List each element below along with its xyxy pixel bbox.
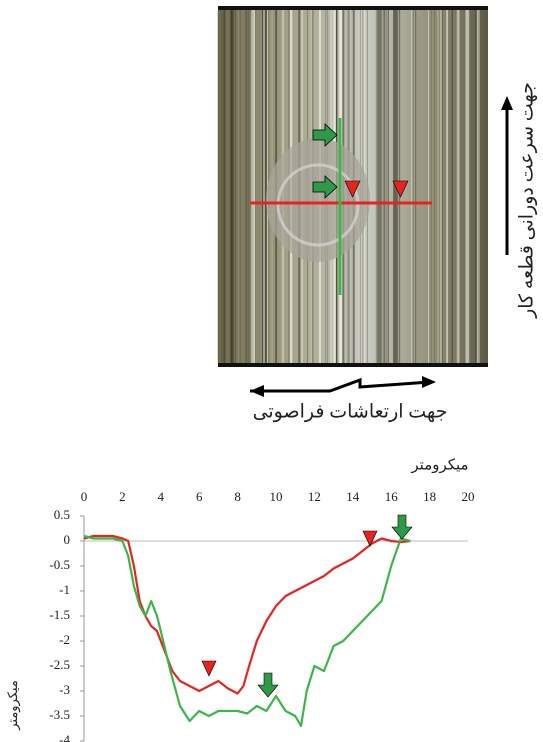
y-axis-label: میکرومتر xyxy=(5,680,21,731)
x-tick-label: 8 xyxy=(234,489,241,504)
edge xyxy=(218,363,488,367)
crater-rim xyxy=(276,163,360,247)
arrow-head xyxy=(501,96,513,110)
green-arrow xyxy=(257,672,279,698)
red-marker xyxy=(362,530,378,547)
x-tick-label: 14 xyxy=(346,489,360,504)
x-tick-label: 10 xyxy=(270,489,283,504)
red-marker xyxy=(392,180,409,198)
x-tick-label: 12 xyxy=(308,489,321,504)
vibration-arrow xyxy=(250,377,431,393)
red-marker xyxy=(201,660,217,677)
green-arrow xyxy=(312,175,338,199)
rotation-label: جهت سرعت دورانی قطعه کار xyxy=(516,82,537,319)
plot: 0 2 4 6 8 10 12 14 16 18 20 0.5 0 -0.5 -1 -1.5 -2 -2.5 -3 -… xyxy=(49,489,474,742)
red-marker xyxy=(344,180,361,198)
micrograph xyxy=(217,6,488,367)
x-tick-label: 2 xyxy=(119,489,126,504)
vibration-label: جهت ارتعاشات فراصوتی xyxy=(253,401,448,422)
y-tick-label: -2.5 xyxy=(49,657,70,672)
y-tick-label: -3.5 xyxy=(49,707,70,722)
y-tick-label: -0.5 xyxy=(49,557,70,572)
x-axis-label: میکرومتر xyxy=(410,457,468,473)
y-tick-label: -3 xyxy=(59,682,70,697)
series-line xyxy=(83,534,411,695)
y-tick-label: -4 xyxy=(59,732,70,742)
edge xyxy=(218,6,488,10)
x-tick-label: 16 xyxy=(385,489,399,504)
crater xyxy=(266,138,370,262)
y-tick-label: 0.5 xyxy=(54,507,70,522)
y-tick-label: -1 xyxy=(59,582,70,597)
y-tick-label: 0 xyxy=(64,532,71,547)
y-tick-label: -2 xyxy=(59,632,70,647)
green-arrow xyxy=(391,514,413,540)
x-tick-label: 0 xyxy=(81,489,88,504)
series-line xyxy=(83,534,411,728)
x-tick-label: 4 xyxy=(158,489,165,504)
y-tick-label: -1.5 xyxy=(49,607,70,622)
x-tick-label: 6 xyxy=(196,489,203,504)
x-tick-label: 18 xyxy=(423,489,436,504)
green-arrow xyxy=(312,123,338,147)
x-tick-label: 20 xyxy=(462,489,475,504)
